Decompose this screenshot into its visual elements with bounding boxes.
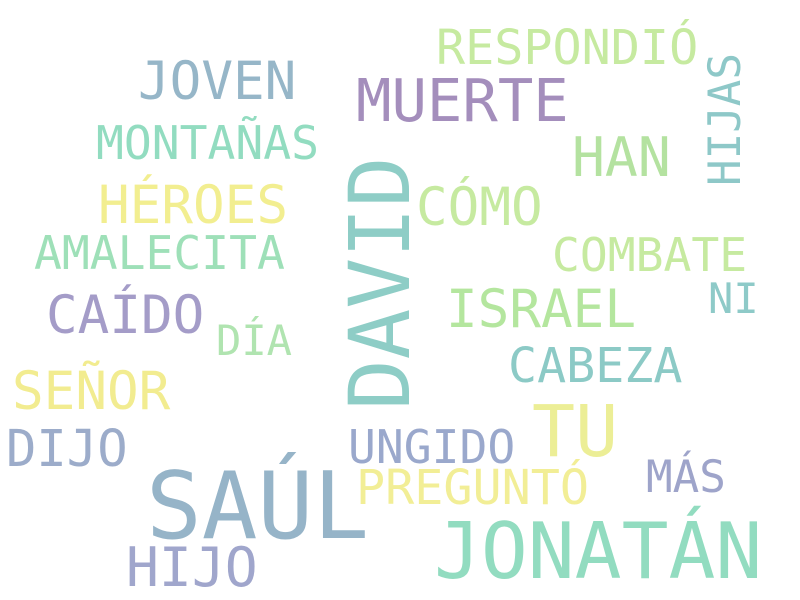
word-caido: CAÍDO (46, 285, 205, 346)
word-mas: MÁS (646, 452, 726, 503)
word-david: DAVID (331, 156, 429, 410)
word-dia: DÍA (216, 316, 293, 365)
word-pregunto: PREGUNTÓ (356, 460, 590, 516)
word-hijo: HIJO (126, 535, 258, 599)
word-cabeza: CABEZA (508, 338, 683, 394)
word-amalecita: AMALECITA (34, 226, 285, 280)
word-saul: SAÚL (146, 452, 369, 560)
word-tu: TU (532, 390, 619, 473)
word-respondio: RESPONDIÓ (436, 20, 699, 76)
word-han: HAN (572, 125, 671, 189)
word-montanas: MONTAÑAS (96, 116, 319, 170)
word-ungido: UNGIDO (348, 420, 516, 474)
word-israel: ISRAEL (446, 279, 636, 340)
word-heroes: HÉROES (98, 175, 288, 236)
word-como: CÓMO (416, 177, 543, 238)
word-hijas: HIJAS (700, 52, 751, 186)
word-joven: JOVEN (138, 51, 297, 112)
word-dijo: DIJO (6, 419, 128, 478)
word-jonatan: JONATÁN (434, 507, 763, 597)
word-combate: COMBATE (552, 228, 748, 282)
word-muerte: MUERTE (356, 66, 569, 135)
word-ni: NI (708, 274, 759, 323)
word-senor: SEÑOR (12, 361, 171, 422)
